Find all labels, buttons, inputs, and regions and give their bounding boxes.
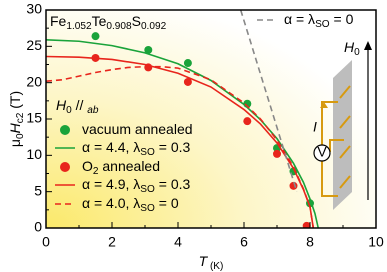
- text-part: H: [7, 122, 23, 133]
- text-part: α = 4.4, λ: [82, 139, 140, 155]
- y-axis-label: μ0Hc2 (T): [7, 91, 26, 147]
- text-part: T: [199, 253, 209, 269]
- text-part: α = λ: [284, 11, 315, 27]
- formula: Fe1.052Te0.908S0.092: [50, 13, 167, 32]
- text-part: (K): [207, 261, 223, 272]
- data-point: [183, 77, 192, 86]
- x-tick-label: 2: [108, 234, 116, 250]
- text-part: H: [344, 39, 355, 55]
- text-part: = 0.3: [155, 176, 191, 192]
- text-part: S: [132, 13, 141, 29]
- text-part: 1.052: [66, 21, 92, 32]
- text-part: 0.908: [106, 21, 132, 32]
- y-tick-label: 0: [34, 219, 42, 235]
- sample-slab: [333, 60, 352, 210]
- data-point: [289, 181, 298, 190]
- curve: [46, 65, 315, 228]
- y-tick-label: 5: [34, 182, 42, 198]
- text-part: α = 4.0, λ: [82, 195, 140, 211]
- legend-label: α = 4.4, λSO = 0.3: [82, 139, 190, 158]
- data-point: [183, 59, 192, 68]
- data-point: [91, 32, 100, 41]
- text-part: vacuum annealed: [82, 121, 193, 137]
- curve: [239, 10, 298, 192]
- text-part: (T): [7, 91, 23, 113]
- text-part: Fe: [50, 13, 67, 29]
- x-axis-label: T (K): [199, 253, 224, 272]
- text-part: = 0: [330, 11, 354, 27]
- text-part: annealed: [99, 158, 161, 174]
- y-tick-label: 10: [26, 146, 42, 162]
- x-tick-label: 8: [306, 234, 314, 250]
- data-point: [273, 149, 281, 158]
- inset-diagram: V I H0: [313, 39, 372, 210]
- text-part: 2: [93, 166, 99, 177]
- text-part: 0: [15, 133, 26, 139]
- wires: [321, 85, 351, 197]
- x-tick-label: 10: [368, 234, 384, 250]
- text-part: //: [72, 97, 88, 113]
- data-point: [302, 221, 311, 228]
- current-arrow: [320, 102, 328, 108]
- legend-marker: [60, 162, 70, 172]
- text-part: Te: [92, 13, 107, 29]
- y-tick-label: 30: [26, 1, 42, 17]
- y-tick-label: 25: [26, 37, 42, 53]
- text-part: SO: [140, 184, 155, 195]
- text-part: = 0: [155, 195, 179, 211]
- x-tick-label: 0: [42, 234, 50, 250]
- text-part: μ: [7, 139, 23, 147]
- text-part: ab: [87, 105, 99, 116]
- legend-label: α = 4.0, λSO = 0: [82, 195, 179, 214]
- text-part: 0.092: [141, 21, 167, 32]
- legend-label: α = 4.9, λSO = 0.3: [82, 176, 190, 195]
- text-part: O: [82, 158, 93, 174]
- text-part: = 0.3: [155, 139, 191, 155]
- text-part: 0: [66, 105, 72, 116]
- text-part: α = 4.9, λ: [82, 176, 140, 192]
- data-point: [144, 45, 153, 54]
- y-tick-label: 20: [26, 73, 42, 89]
- current-label: I: [313, 119, 317, 135]
- text-part: SO: [140, 203, 155, 214]
- legend-marker: [60, 125, 70, 135]
- legend-label: α = λSO = 0: [284, 11, 354, 30]
- field-label: H0: [344, 39, 360, 58]
- text-part: 0: [354, 47, 360, 58]
- legend-title: H0 // ab: [56, 97, 99, 116]
- legend-label: vacuum annealed: [82, 121, 193, 137]
- x-tick-label: 4: [174, 234, 182, 250]
- text-part: SO: [315, 19, 330, 30]
- legend-label: O2 annealed: [82, 158, 160, 177]
- data-point: [243, 117, 252, 126]
- voltmeter: [313, 144, 331, 162]
- voltmeter-label: V: [317, 144, 327, 160]
- x-tick-label: 6: [240, 234, 248, 250]
- y-tick-label: 15: [26, 110, 42, 126]
- field-arrowhead: [364, 41, 372, 50]
- text-part: H: [56, 97, 67, 113]
- text-part: c2: [15, 112, 26, 123]
- text-part: SO: [140, 147, 155, 158]
